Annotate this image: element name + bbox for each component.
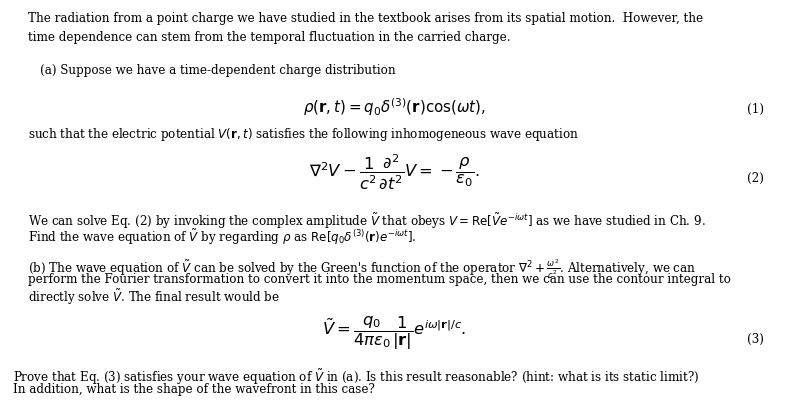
Text: Prove that Eq. (3) satisfies your wave equation of $\tilde{V}$ in (a). Is this r: Prove that Eq. (3) satisfies your wave e… bbox=[13, 368, 699, 387]
Text: $\tilde{V} = \dfrac{q_0}{4\pi\epsilon_0}\dfrac{1}{|\mathbf{r}|}e^{i\omega|\mathb: $\tilde{V} = \dfrac{q_0}{4\pi\epsilon_0}… bbox=[323, 315, 466, 352]
Text: (a) Suppose we have a time-dependent charge distribution: (a) Suppose we have a time-dependent cha… bbox=[40, 64, 395, 77]
Text: perform the Fourier transformation to convert it into the momentum space, then w: perform the Fourier transformation to co… bbox=[28, 273, 731, 286]
Text: (3): (3) bbox=[746, 333, 764, 346]
Text: We can solve Eq. (2) by invoking the complex amplitude $\tilde{V}$ that obeys $V: We can solve Eq. (2) by invoking the com… bbox=[28, 212, 705, 231]
Text: (b) The wave equation of $\tilde{V}$ can be solved by the Green's function of th: (b) The wave equation of $\tilde{V}$ can… bbox=[28, 258, 696, 282]
Text: (2): (2) bbox=[746, 172, 764, 185]
Text: $\nabla^2 V - \dfrac{1}{c^2}\dfrac{\partial^2}{\partial t^2}V = -\dfrac{\rho}{\e: $\nabla^2 V - \dfrac{1}{c^2}\dfrac{\part… bbox=[309, 152, 480, 191]
Text: $\rho(\mathbf{r}, t) = q_0\delta^{(3)}(\mathbf{r})\cos(\omega t),$: $\rho(\mathbf{r}, t) = q_0\delta^{(3)}(\… bbox=[303, 96, 486, 118]
Text: (1): (1) bbox=[746, 103, 764, 116]
Text: directly solve $\tilde{V}$. The final result would be: directly solve $\tilde{V}$. The final re… bbox=[28, 288, 280, 307]
Text: The radiation from a point charge we have studied in the textbook arises from it: The radiation from a point charge we hav… bbox=[28, 12, 703, 44]
Text: such that the electric potential $V(\mathbf{r}, t)$ satisfies the following inho: such that the electric potential $V(\mat… bbox=[28, 126, 579, 143]
Text: Find the wave equation of $\tilde{V}$ by regarding $\rho$ as $\mathrm{Re}[q_0\de: Find the wave equation of $\tilde{V}$ by… bbox=[28, 228, 417, 247]
Text: In addition, what is the shape of the wavefront in this case?: In addition, what is the shape of the wa… bbox=[13, 383, 375, 396]
